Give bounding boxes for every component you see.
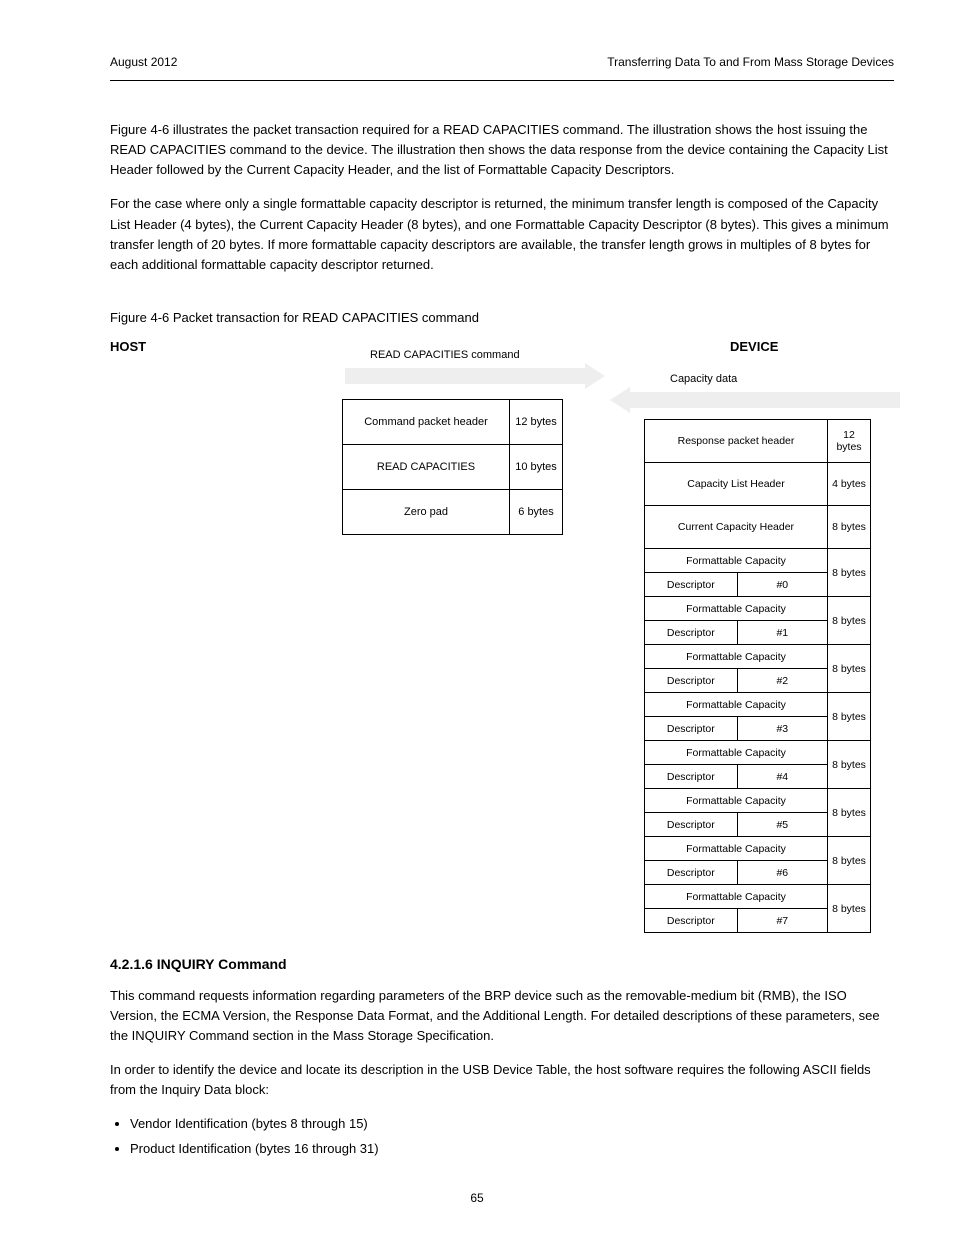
host-label: HOST xyxy=(110,339,340,354)
cell: Response packet header xyxy=(645,420,828,463)
cell: 4 bytes xyxy=(828,463,871,506)
header-title: Transferring Data To and From Mass Stora… xyxy=(607,55,894,69)
cell: #0 xyxy=(737,573,827,597)
device-label: DEVICE xyxy=(730,339,778,354)
cell: Command packet header xyxy=(343,400,510,445)
cell: #4 xyxy=(737,765,827,789)
cell: 8 bytes xyxy=(828,549,871,597)
cell: #2 xyxy=(737,669,827,693)
cell: Descriptor xyxy=(645,717,737,741)
figure-diagram: HOST DEVICE READ CAPACITIES command Capa… xyxy=(110,339,894,959)
cell: Formattable Capacity xyxy=(645,885,827,909)
cell: Formattable Capacity xyxy=(645,645,827,669)
page-number: 65 xyxy=(0,1191,954,1205)
section-text: 4.2.1.6 INQUIRY Command This command req… xyxy=(110,930,894,1173)
cell: Descriptor xyxy=(645,813,737,837)
cell: Formattable CapacityDescriptor#1 xyxy=(645,597,828,645)
cell: Descriptor xyxy=(645,861,737,885)
cell: Formattable CapacityDescriptor#6 xyxy=(645,837,828,885)
header-date: August 2012 xyxy=(110,55,177,69)
cell: Formattable Capacity xyxy=(645,549,827,573)
paragraph: Figure 4-6 illustrates the packet transa… xyxy=(110,120,894,180)
cell: 8 bytes xyxy=(828,506,871,549)
body-text: Figure 4-6 illustrates the packet transa… xyxy=(110,120,894,289)
table-row: Capacity List Header4 bytes xyxy=(645,463,871,506)
cell: 8 bytes xyxy=(828,645,871,693)
table-row: Zero pad6 bytes xyxy=(343,490,563,535)
table-row: Formattable CapacityDescriptor#38 bytes xyxy=(645,693,871,741)
paragraph: This command requests information regard… xyxy=(110,986,894,1046)
cell: 8 bytes xyxy=(828,837,871,885)
cell: Descriptor xyxy=(645,669,737,693)
cell: #7 xyxy=(737,909,827,933)
cell: Formattable CapacityDescriptor#0 xyxy=(645,549,828,597)
cell: 12 bytes xyxy=(510,400,563,445)
cell: Current Capacity Header xyxy=(645,506,828,549)
paragraph: In order to identify the device and loca… xyxy=(110,1060,894,1100)
section-heading: 4.2.1.6 INQUIRY Command xyxy=(110,954,894,976)
table-row: Formattable CapacityDescriptor#08 bytes xyxy=(645,549,871,597)
response-table: Response packet header12 bytesCapacity L… xyxy=(644,419,871,933)
table-row: Formattable CapacityDescriptor#58 bytes xyxy=(645,789,871,837)
cell: 10 bytes xyxy=(510,445,563,490)
list-item: Product Identification (bytes 16 through… xyxy=(130,1139,894,1159)
bullet-list: Vendor Identification (bytes 8 through 1… xyxy=(130,1114,894,1158)
cell: #1 xyxy=(737,621,827,645)
cell: 6 bytes xyxy=(510,490,563,535)
arrow-left-label: Capacity data xyxy=(670,373,737,385)
table-row: Formattable CapacityDescriptor#78 bytes xyxy=(645,885,871,933)
cell: #6 xyxy=(737,861,827,885)
header-rule xyxy=(110,80,894,81)
cell: Formattable Capacity xyxy=(645,693,827,717)
table-row: Formattable CapacityDescriptor#28 bytes xyxy=(645,645,871,693)
arrow-left-icon xyxy=(610,387,900,413)
cell: Zero pad xyxy=(343,490,510,535)
cell: 8 bytes xyxy=(828,741,871,789)
cell: Formattable Capacity xyxy=(645,741,827,765)
command-table: Command packet header12 bytesREAD CAPACI… xyxy=(342,399,563,535)
table-row: Formattable CapacityDescriptor#48 bytes xyxy=(645,741,871,789)
cell: Formattable CapacityDescriptor#5 xyxy=(645,789,828,837)
cell: READ CAPACITIES xyxy=(343,445,510,490)
table-row: READ CAPACITIES10 bytes xyxy=(343,445,563,490)
cell: Descriptor xyxy=(645,573,737,597)
cell: 8 bytes xyxy=(828,597,871,645)
figure: Figure 4-6 Packet transaction for READ C… xyxy=(110,310,894,959)
table-row: Response packet header12 bytes xyxy=(645,420,871,463)
cell: Descriptor xyxy=(645,621,737,645)
list-item: Vendor Identification (bytes 8 through 1… xyxy=(130,1114,894,1134)
cell: 8 bytes xyxy=(828,885,871,933)
cell: Capacity List Header xyxy=(645,463,828,506)
cell: Formattable CapacityDescriptor#3 xyxy=(645,693,828,741)
cell: Formattable Capacity xyxy=(645,789,827,813)
cell: Formattable Capacity xyxy=(645,597,827,621)
cell: #5 xyxy=(737,813,827,837)
cell: Descriptor xyxy=(645,909,737,933)
cell: Formattable CapacityDescriptor#2 xyxy=(645,645,828,693)
table-row: Formattable CapacityDescriptor#68 bytes xyxy=(645,837,871,885)
cell: Formattable Capacity xyxy=(645,837,827,861)
figure-caption: Figure 4-6 Packet transaction for READ C… xyxy=(110,310,894,325)
cell: 12 bytes xyxy=(828,420,871,463)
paragraph: For the case where only a single formatt… xyxy=(110,194,894,275)
cell: #3 xyxy=(737,717,827,741)
arrow-right-label: READ CAPACITIES command xyxy=(370,349,520,361)
cell: Formattable CapacityDescriptor#7 xyxy=(645,885,828,933)
arrow-right-icon xyxy=(345,363,605,389)
table-row: Command packet header12 bytes xyxy=(343,400,563,445)
cell: Formattable CapacityDescriptor#4 xyxy=(645,741,828,789)
table-row: Formattable CapacityDescriptor#18 bytes xyxy=(645,597,871,645)
cell: 8 bytes xyxy=(828,693,871,741)
table-row: Current Capacity Header8 bytes xyxy=(645,506,871,549)
cell: 8 bytes xyxy=(828,789,871,837)
cell: Descriptor xyxy=(645,765,737,789)
